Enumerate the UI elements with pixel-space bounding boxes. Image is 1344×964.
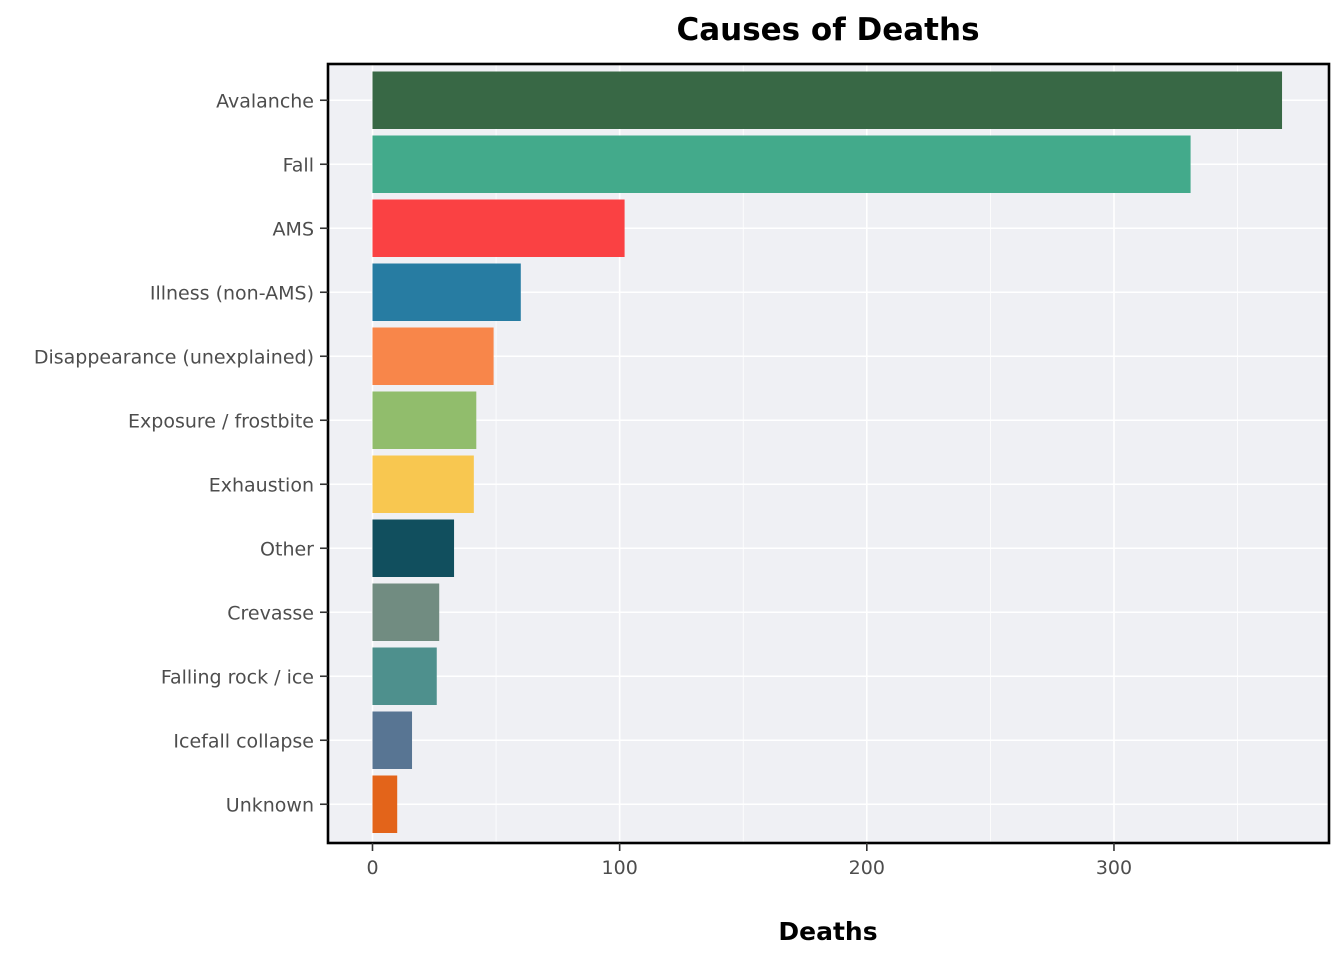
y-tick-label: Disappearance (unexplained) bbox=[34, 346, 314, 368]
bar bbox=[372, 391, 477, 449]
bar bbox=[372, 263, 521, 321]
bar bbox=[372, 711, 413, 769]
bar bbox=[372, 455, 474, 513]
y-tick-label: Other bbox=[260, 538, 314, 560]
y-axis: Avalanche Fall AMS Illness (non-AMS) Disappe… bbox=[34, 90, 328, 816]
x-axis-title: Deaths bbox=[778, 917, 877, 946]
x-tick-label: 100 bbox=[602, 857, 638, 879]
y-tick-label: Unknown bbox=[226, 794, 314, 816]
bar bbox=[372, 135, 1191, 193]
y-tick-label: Fall bbox=[283, 154, 314, 176]
y-tick-label: Exposure / frostbite bbox=[128, 410, 314, 432]
bar bbox=[372, 647, 437, 705]
bar bbox=[372, 327, 494, 385]
y-tick-label: AMS bbox=[273, 218, 314, 240]
y-tick-label: Illness (non-AMS) bbox=[150, 282, 314, 304]
plot-panel bbox=[328, 64, 1329, 843]
y-tick-label: Icefall collapse bbox=[173, 730, 314, 752]
y-tick-label: Avalanche bbox=[216, 90, 314, 112]
y-tick-label: Crevasse bbox=[227, 602, 314, 624]
x-tick-label: 300 bbox=[1096, 857, 1132, 879]
chart-title: Causes of Deaths bbox=[676, 12, 979, 48]
bar bbox=[372, 583, 440, 641]
plot-border bbox=[326, 62, 1331, 845]
x-tick-label: 0 bbox=[366, 857, 378, 879]
bar bbox=[372, 199, 625, 257]
bar bbox=[372, 71, 1283, 129]
bar bbox=[372, 775, 398, 833]
x-axis: 0 100 200 300 bbox=[366, 843, 1132, 879]
y-tick-label: Falling rock / ice bbox=[161, 666, 314, 688]
y-tick-label: Exhaustion bbox=[209, 474, 314, 496]
bars bbox=[372, 71, 1283, 833]
x-tick-label: 200 bbox=[849, 857, 885, 879]
bar bbox=[372, 519, 455, 577]
